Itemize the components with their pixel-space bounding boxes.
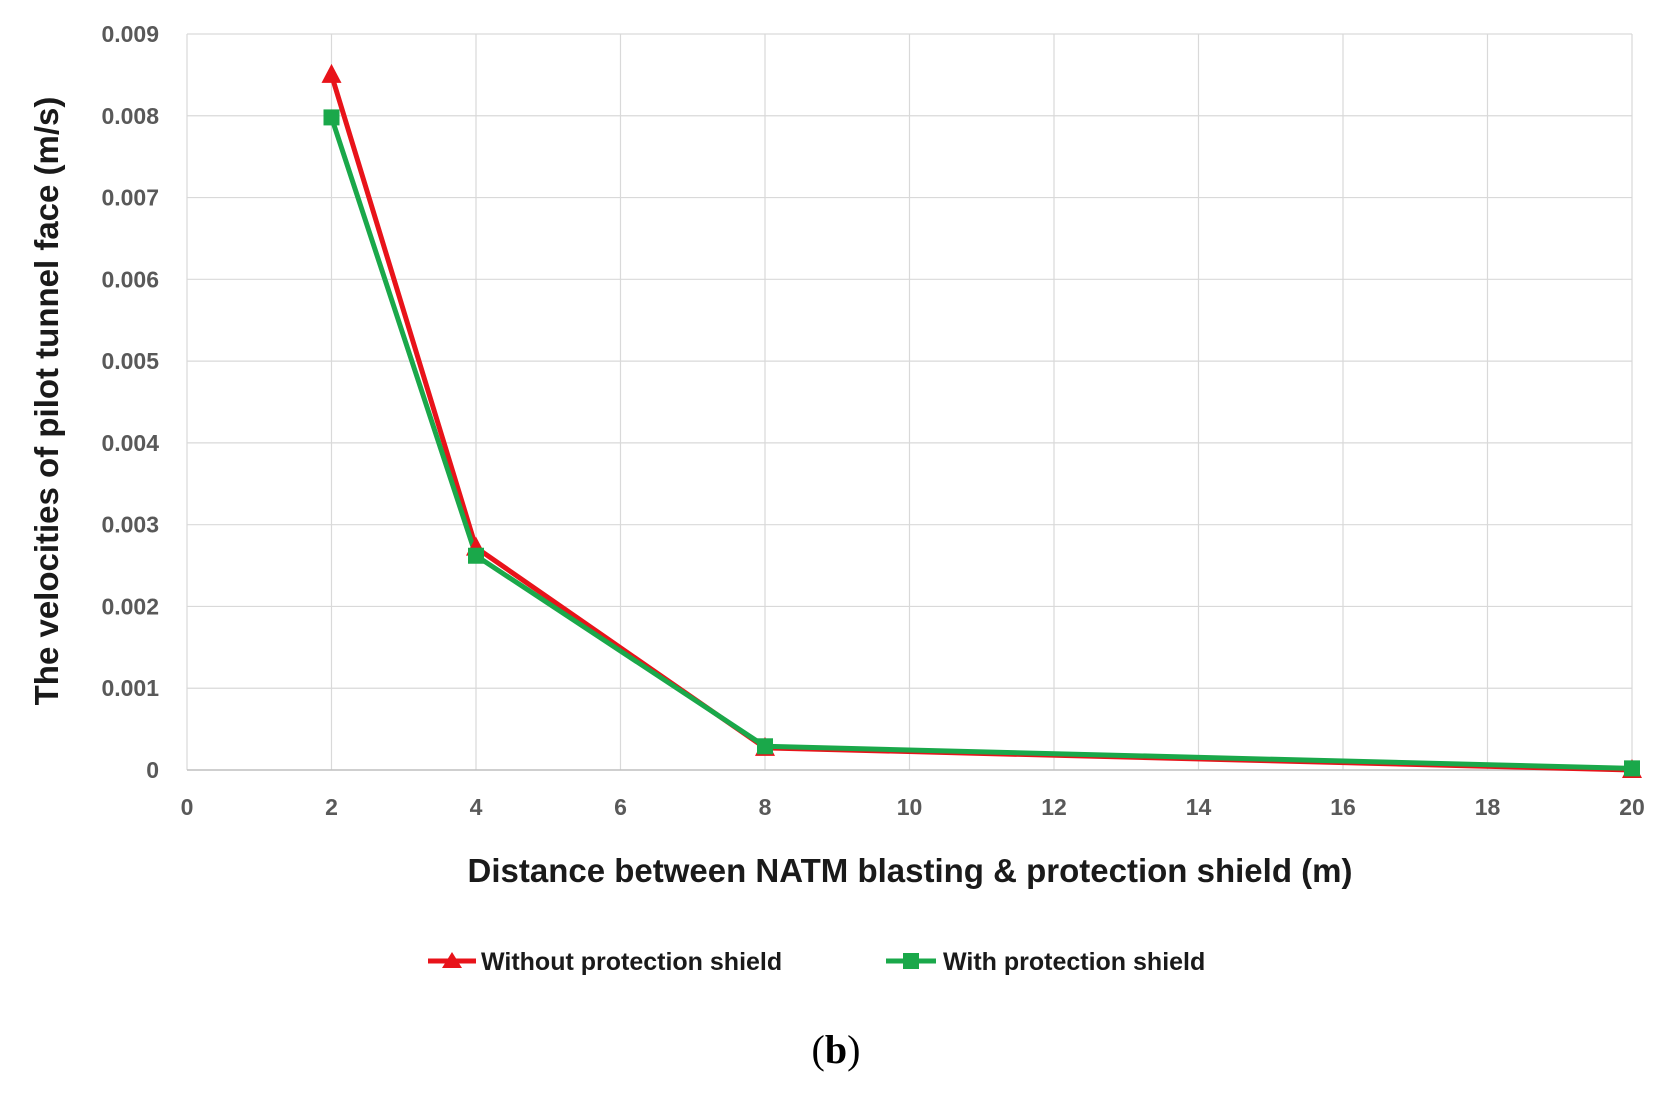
x-tick-label: 10 [897,794,923,820]
y-tick-label: 0.008 [101,103,159,129]
y-tick-label: 0.003 [101,512,159,538]
x-tick-label: 18 [1475,794,1501,820]
y-tick-label: 0.004 [101,430,159,456]
caption-open-paren: ( [812,1027,825,1072]
gridlines [186,33,1633,770]
x-tick-label: 0 [181,794,194,820]
x-tick-label: 20 [1619,794,1645,820]
y-tick-label: 0.002 [101,593,159,619]
series-line-0 [329,72,1635,773]
legend-label-without-shield: Without protection shield [481,948,782,976]
tick-labels: 0 0.001 0.002 0.003 0.004 0.005 0.006 0.007 0.00… [101,21,1644,820]
y-tick-label: 0.009 [101,21,159,47]
series-line-1 [329,114,1635,771]
data-point-square [323,109,340,126]
y-tick-label: 0 [146,757,159,783]
y-tick-label: 0.005 [101,348,159,374]
legend-entry-with-shield: With protection shield [886,948,1205,976]
legend-label-with-shield: With protection shield [943,948,1205,976]
x-tick-label: 4 [470,794,483,820]
caption-close-paren: ) [847,1027,860,1072]
caption-letter: b [825,1027,847,1072]
legend-entry-without-shield: Without protection shield [428,948,782,976]
series-group [329,72,1635,773]
markers-group [321,63,1642,778]
legend-marker-triangle [442,952,462,968]
x-tick-label: 8 [759,794,772,820]
x-tick-label: 16 [1330,794,1356,820]
x-axis-title: Distance between NATM blasting & protect… [468,852,1353,889]
x-tick-label: 14 [1186,794,1212,820]
x-tick-label: 2 [325,794,338,820]
data-point-square [757,738,773,755]
data-point-square [468,547,484,564]
data-point-triangle [321,63,342,83]
x-tick-label: 12 [1041,794,1067,820]
y-tick-label: 0.007 [101,185,159,211]
x-tick-label: 6 [614,794,627,820]
data-point-square [1624,760,1640,777]
figure-caption: (b) [812,1027,861,1072]
y-axis-title: The velocities of pilot tunnel face (m/s… [28,97,65,706]
y-tick-label: 0.001 [101,675,159,701]
y-tick-label: 0.006 [101,266,159,292]
legend: Without protection shield With protectio… [428,948,1205,976]
legend-marker-square [903,953,919,969]
